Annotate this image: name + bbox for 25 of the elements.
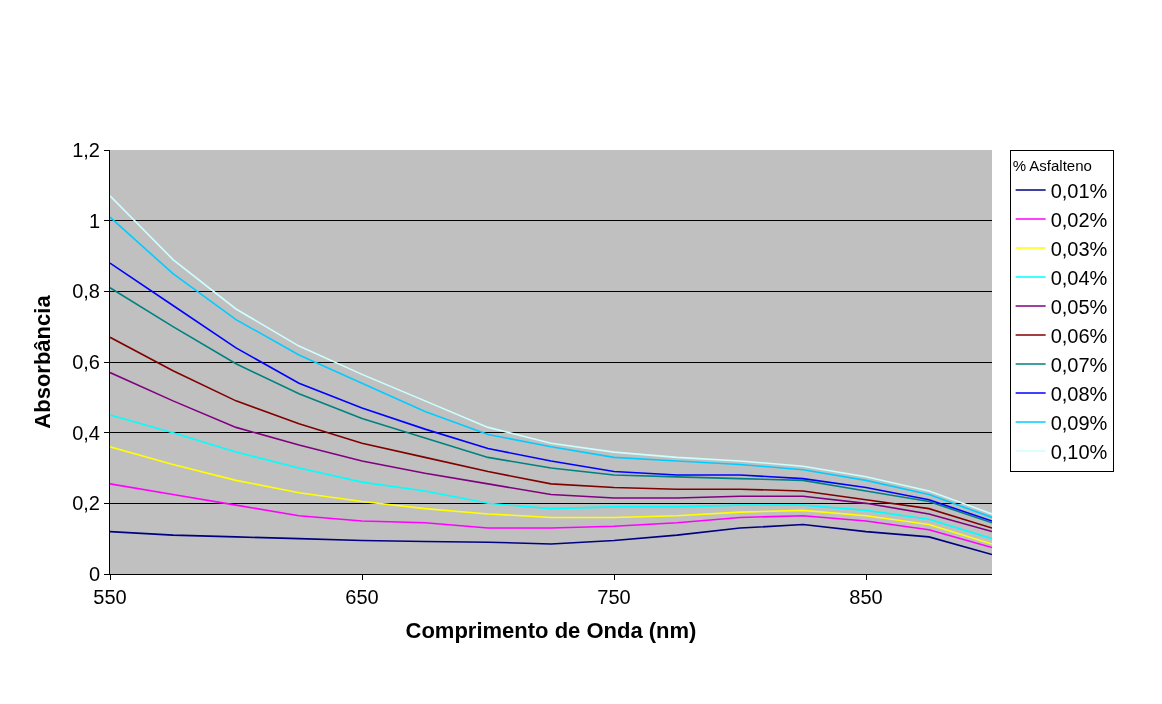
y-tick-label: 0: [88, 563, 100, 585]
legend-label: 0,01%: [1050, 179, 1108, 202]
line-series: [110, 523, 992, 556]
y-tick-label: 0,6: [72, 351, 100, 373]
y-tick-label: 1: [88, 209, 100, 232]
x-tick-label: 650: [345, 586, 379, 608]
y-tick-label: 0,8: [72, 280, 100, 303]
legend-label: 0,05%: [1050, 295, 1108, 318]
legend-label: 0,10%: [1050, 440, 1108, 463]
y-axis-title: Absorbância: [29, 294, 55, 429]
legend-label: 0,04%: [1050, 266, 1108, 289]
legend-label: 0,09%: [1050, 411, 1108, 434]
y-tick-label: 1,2: [72, 139, 100, 161]
legend-label: 0,02%: [1050, 208, 1108, 231]
x-tick-label: 550: [93, 586, 127, 608]
legend-label: 0,07%: [1050, 353, 1108, 376]
legend-label: 0,03%: [1050, 237, 1108, 260]
y-tick-label: 0,2: [72, 492, 100, 515]
x-tick-label: 850: [849, 586, 883, 608]
y-tick-label: 0,4: [72, 421, 100, 444]
x-tick-label: 750: [597, 586, 631, 608]
legend-label: 0,06%: [1050, 324, 1108, 347]
legend-title: % Asfalteno: [1012, 156, 1092, 174]
x-axis-title: Comprimento de Onda (nm): [405, 617, 697, 643]
legend-label: 0,08%: [1050, 382, 1108, 405]
